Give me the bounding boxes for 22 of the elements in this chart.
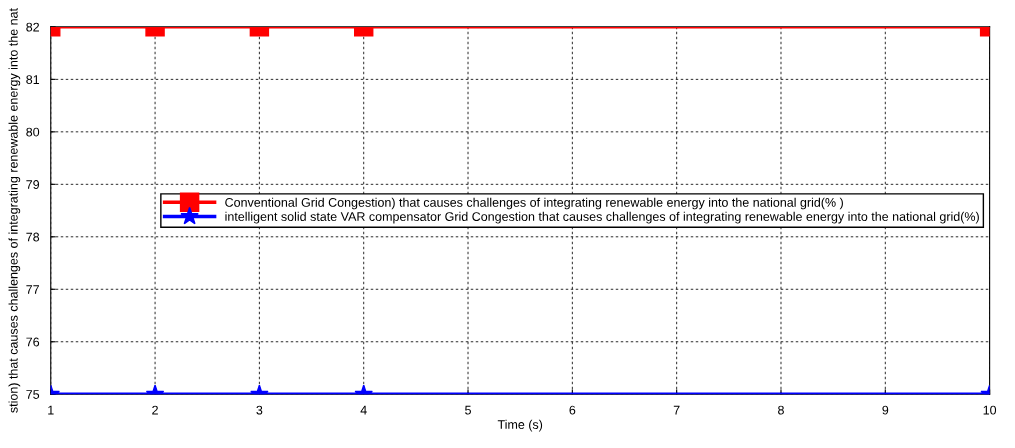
y-axis-title: stion) that causes challenges of integrating renewable energy into the nat [8, 8, 21, 413]
x-tick-label: 10 [983, 405, 997, 415]
y-tick-label: 82 [26, 22, 40, 32]
x-tick-label: 1 [48, 405, 54, 415]
x-tick-label: 6 [569, 405, 576, 415]
legend-label: Conventional Grid Congestion) that causes challenges of integrating renewable energy into the national grid(% ) [225, 197, 843, 210]
y-tick-label: 81 [26, 75, 40, 85]
y-tick-label: 75 [26, 390, 40, 399]
x-tick-label: 5 [465, 405, 471, 415]
y-tick-label: 78 [26, 232, 40, 242]
x-tick-label: 3 [256, 405, 263, 415]
x-axis-title: Time (s) [497, 419, 543, 432]
x-tick-label: 9 [882, 405, 889, 415]
y-tick-label: 80 [26, 127, 40, 137]
y-tick-label: 79 [26, 180, 40, 189]
x-tick-label: 7 [673, 405, 680, 415]
legend-label: intelligent solid state VAR compensator Grid Congestion that causes challenges of integrating renewable energy into the national grid(%) [225, 211, 979, 224]
x-tick-label: 2 [152, 405, 158, 415]
x-tick-label: 8 [778, 405, 784, 415]
y-tick-label: 76 [26, 337, 40, 347]
y-tick-label: 77 [26, 285, 40, 294]
x-tick-label: 4 [360, 405, 367, 415]
